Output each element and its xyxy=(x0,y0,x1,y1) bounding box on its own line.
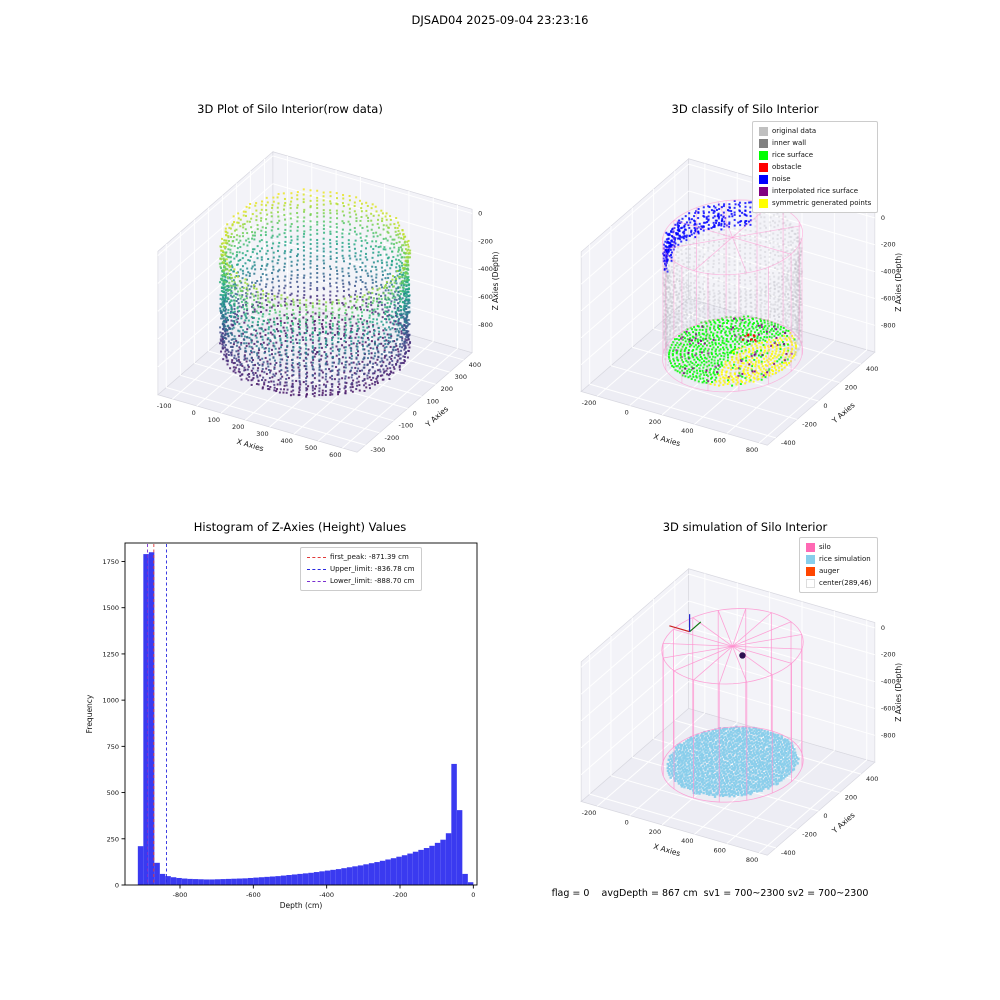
legend-label: obstacle xyxy=(772,163,802,171)
legend-label: interpolated rice surface xyxy=(772,187,859,195)
legend-swatch xyxy=(806,578,815,588)
histogram-legend: first_peak: -871.39 cm Upper_limit: -836.… xyxy=(300,547,422,591)
legend-swatch xyxy=(759,138,768,148)
legend-item: obstacle xyxy=(759,161,871,173)
legend-swatch xyxy=(759,150,768,160)
legend-swatch xyxy=(806,554,815,564)
subplot-histogram-title: Histogram of Z-Axies (Height) Values xyxy=(193,520,407,534)
figure-title: DJSAD04 2025-09-04 23:23:16 xyxy=(411,13,589,27)
legend-label: Upper_limit: -836.78 cm xyxy=(330,565,415,573)
legend-swatch xyxy=(307,556,326,558)
legend-swatch xyxy=(759,186,768,196)
legend-item: auger xyxy=(806,565,871,577)
legend-label: silo xyxy=(819,543,831,551)
legend-label: rice surface xyxy=(772,151,814,159)
subplot-simulation-title: 3D simulation of Silo Interior xyxy=(662,520,828,534)
legend-item: inner wall xyxy=(759,137,871,149)
legend-item: first_peak: -871.39 cm xyxy=(307,551,415,563)
legend-item: rice simulation xyxy=(806,553,871,565)
legend-swatch xyxy=(307,580,326,582)
legend-label: center(289,46) xyxy=(819,579,872,587)
legend-swatch xyxy=(806,542,815,552)
subplot-classify-title: 3D classify of Silo Interior xyxy=(671,102,819,116)
legend-label: inner wall xyxy=(772,139,807,147)
legend-label: Lower_limit: -888.70 cm xyxy=(330,577,415,585)
simulation-legend: silo rice simulation auger center(289,46) xyxy=(799,537,879,593)
legend-label: noise xyxy=(772,175,791,183)
legend-item: noise xyxy=(759,173,871,185)
classify-legend: original data inner wall rice surface obsta… xyxy=(752,121,879,213)
legend-item: silo xyxy=(806,541,871,553)
legend-label: rice simulation xyxy=(819,555,871,563)
legend-item: Lower_limit: -888.70 cm xyxy=(307,575,415,587)
legend-item: original data xyxy=(759,125,871,137)
legend-label: original data xyxy=(772,127,817,135)
legend-label: auger xyxy=(819,567,840,575)
legend-swatch xyxy=(307,568,326,570)
legend-label: first_peak: -871.39 cm xyxy=(330,553,409,561)
legend-item: symmetric generated points xyxy=(759,197,871,209)
legend-swatch xyxy=(759,174,768,184)
legend-item: interpolated rice surface xyxy=(759,185,871,197)
legend-label: symmetric generated points xyxy=(772,199,872,207)
legend-swatch xyxy=(806,566,815,576)
legend-swatch xyxy=(759,126,768,136)
subplot-rowdata-title: 3D Plot of Silo Interior(row data) xyxy=(197,102,383,116)
legend-item: Upper_limit: -836.78 cm xyxy=(307,563,415,575)
status-text: flag = 0 avgDepth = 867 cm sv1 = 700~230… xyxy=(551,888,869,899)
legend-swatch xyxy=(759,198,768,208)
legend-item: rice surface xyxy=(759,149,871,161)
legend-swatch xyxy=(759,162,768,172)
legend-item: center(289,46) xyxy=(806,577,871,589)
